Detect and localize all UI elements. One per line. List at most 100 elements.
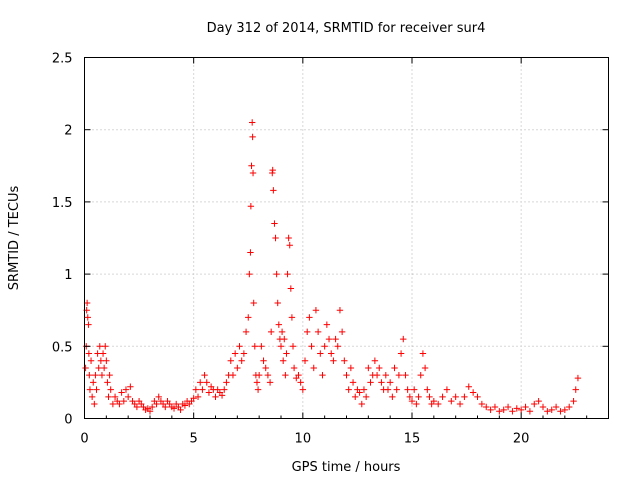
data-point bbox=[491, 403, 499, 411]
data-point bbox=[269, 166, 276, 174]
data-point bbox=[325, 335, 333, 343]
data-point bbox=[531, 400, 538, 408]
data-point bbox=[461, 393, 468, 401]
data-point bbox=[384, 386, 392, 393]
data-point bbox=[148, 403, 156, 411]
data-point bbox=[402, 371, 409, 379]
data-point bbox=[246, 270, 253, 278]
data-point bbox=[274, 299, 281, 307]
data-point bbox=[439, 393, 446, 401]
data-point bbox=[229, 371, 237, 379]
data-point bbox=[133, 403, 141, 411]
data-point bbox=[106, 371, 113, 379]
axis-ticks: 0 0.5 1 1.5 2 2.5 0 5 10 15 20 bbox=[52, 52, 609, 447]
data-point bbox=[336, 307, 344, 314]
data-point bbox=[205, 389, 213, 396]
data-point bbox=[319, 371, 326, 379]
data-point bbox=[238, 357, 245, 364]
data-point bbox=[417, 371, 424, 379]
data-point bbox=[478, 400, 486, 408]
data-point bbox=[367, 379, 374, 386]
data-point bbox=[299, 386, 307, 393]
data-point bbox=[356, 389, 363, 396]
data-point bbox=[365, 364, 372, 372]
data-point bbox=[285, 234, 292, 242]
data-point bbox=[250, 299, 257, 307]
data-point bbox=[146, 408, 154, 415]
data-point bbox=[102, 343, 109, 350]
x-tick-label: 0 bbox=[80, 432, 88, 447]
data-point bbox=[120, 397, 127, 405]
data-point bbox=[345, 386, 352, 393]
data-point bbox=[500, 406, 507, 414]
data-point bbox=[334, 343, 341, 350]
data-point bbox=[90, 379, 97, 386]
data-point bbox=[267, 328, 275, 336]
data-point bbox=[201, 371, 208, 379]
data-point bbox=[413, 400, 420, 408]
data-point bbox=[194, 393, 202, 401]
data-point bbox=[419, 350, 427, 357]
data-point bbox=[93, 386, 100, 393]
data-point bbox=[544, 408, 551, 415]
data-point bbox=[404, 386, 411, 393]
data-point bbox=[284, 270, 291, 278]
data-point bbox=[465, 383, 472, 390]
data-point bbox=[371, 357, 379, 364]
data-point bbox=[561, 406, 569, 414]
data-point bbox=[496, 408, 503, 415]
x-tick-label: 20 bbox=[513, 432, 530, 447]
data-point bbox=[245, 314, 252, 321]
data-point bbox=[199, 386, 206, 393]
data-point bbox=[109, 400, 117, 408]
data-point bbox=[255, 371, 263, 379]
data-point bbox=[306, 314, 313, 321]
data-point bbox=[424, 386, 431, 393]
data-point bbox=[249, 169, 257, 177]
data-point bbox=[212, 393, 219, 401]
data-point bbox=[270, 187, 277, 194]
data-point bbox=[566, 403, 573, 411]
data-point bbox=[100, 364, 108, 372]
data-point bbox=[203, 379, 210, 386]
data-point bbox=[286, 242, 293, 249]
data-point bbox=[297, 379, 304, 386]
y-tick-label: 0 bbox=[64, 413, 72, 428]
data-point bbox=[391, 364, 398, 372]
data-point bbox=[574, 374, 582, 382]
data-point bbox=[107, 386, 114, 393]
data-point bbox=[376, 364, 383, 372]
data-point bbox=[548, 406, 555, 414]
data-point bbox=[124, 393, 132, 401]
data-point bbox=[310, 364, 317, 372]
data-point bbox=[162, 403, 169, 411]
data-point bbox=[456, 400, 464, 408]
data-point bbox=[218, 392, 226, 399]
data-point bbox=[426, 393, 433, 401]
data-point bbox=[487, 406, 494, 414]
data-point bbox=[155, 393, 162, 401]
data-point bbox=[104, 379, 111, 386]
data-point bbox=[304, 328, 311, 336]
data-point bbox=[288, 314, 296, 321]
data-point bbox=[535, 397, 542, 405]
data-point bbox=[275, 321, 283, 328]
data-point bbox=[248, 119, 256, 126]
data-point bbox=[153, 400, 160, 408]
y-tick-label: 2 bbox=[64, 124, 72, 139]
data-point bbox=[504, 403, 512, 411]
data-point bbox=[397, 350, 405, 357]
data-point bbox=[190, 395, 197, 402]
y-axis-label: SRMTID / TECUs bbox=[7, 186, 22, 291]
data-point bbox=[321, 343, 328, 350]
data-point bbox=[301, 357, 309, 364]
data-point bbox=[435, 400, 442, 408]
data-point bbox=[448, 397, 455, 405]
data-point bbox=[260, 357, 267, 364]
data-point bbox=[98, 371, 106, 379]
data-point bbox=[341, 357, 348, 364]
data-point bbox=[328, 350, 335, 357]
data-point bbox=[277, 343, 285, 350]
data-point bbox=[240, 350, 248, 357]
